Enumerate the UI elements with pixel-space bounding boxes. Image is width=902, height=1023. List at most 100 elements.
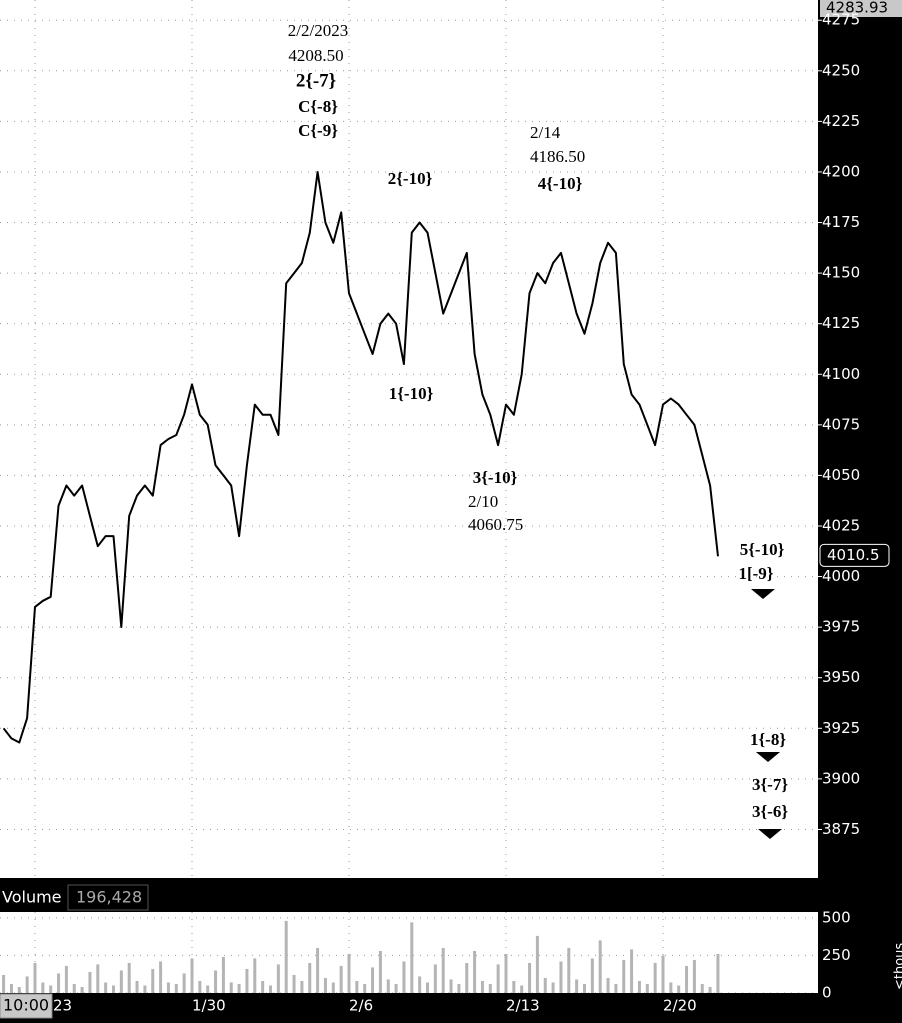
volume-bar — [520, 985, 524, 993]
volume-total: 196,428 — [76, 888, 142, 907]
y-tick-label: 3950 — [822, 668, 860, 686]
volume-bar — [496, 964, 500, 993]
annotation: 1{-8} — [750, 730, 786, 749]
annotation: 4060.75 — [468, 515, 523, 534]
volume-bar — [535, 935, 539, 993]
volume-bar — [606, 977, 610, 993]
volume-bar — [386, 979, 390, 993]
target-marker — [758, 829, 782, 839]
volume-bar — [685, 965, 689, 993]
annotation: 4186.50 — [530, 147, 585, 166]
y-tick-label: 4200 — [822, 162, 860, 180]
volume-bar — [17, 986, 21, 993]
volume-bar — [64, 965, 68, 993]
volume-bar — [159, 961, 163, 993]
y-tick-label: 0 — [822, 984, 832, 1002]
annotation: 1[-9} — [738, 564, 773, 583]
volume-bar — [692, 959, 696, 993]
annotation: 3{-7} — [752, 775, 788, 794]
volume-bar — [80, 986, 84, 993]
volume-bar — [104, 982, 108, 993]
volume-bar — [653, 962, 657, 993]
volume-bar — [143, 985, 147, 993]
annotation: 2/2/2023 — [288, 21, 348, 40]
volume-bar — [418, 976, 422, 993]
volume-bar — [394, 983, 398, 993]
volume-bar — [339, 965, 343, 993]
volume-bar — [708, 986, 712, 993]
volume-bar — [119, 970, 123, 993]
volume-bar — [622, 959, 626, 993]
volume-axis-label: <thous — [893, 943, 902, 990]
volume-bar — [2, 974, 6, 993]
volume-bar — [378, 950, 382, 993]
volume-bar — [551, 982, 555, 993]
volume-bar — [72, 983, 76, 993]
volume-bar — [504, 953, 508, 993]
high-price: 4283.93 — [826, 0, 888, 17]
volume-bar — [284, 920, 288, 993]
volume-bar — [363, 983, 367, 993]
volume-bar — [33, 962, 37, 993]
volume-bar — [276, 964, 280, 993]
volume-bar — [355, 980, 359, 993]
volume-bar — [575, 979, 579, 993]
y-tick-label: 3875 — [822, 820, 860, 838]
price-line — [2, 171, 719, 744]
y-tick-label: 3925 — [822, 719, 860, 737]
volume-bar — [253, 958, 257, 993]
volume-bar — [590, 958, 594, 993]
volume-bar — [465, 962, 469, 993]
volume-bar — [559, 961, 563, 993]
y-tick-label: 4000 — [822, 567, 860, 585]
volume-bar — [292, 974, 296, 993]
volume-bar — [245, 968, 249, 993]
annotation: 4208.50 — [288, 46, 343, 65]
x-tick-label: 1/30 — [192, 997, 226, 1015]
x-tick-label: 2/20 — [663, 997, 697, 1015]
target-marker — [751, 589, 775, 599]
annotation: 5{-10} — [740, 540, 785, 559]
volume-bar — [433, 964, 437, 993]
volume-bar — [269, 985, 272, 993]
volume-title: Volume — [2, 888, 62, 907]
y-tick-label: 250 — [822, 946, 851, 964]
volume-bar — [480, 980, 484, 993]
volume-pane — [0, 912, 818, 993]
volume-bar — [528, 962, 532, 993]
volume-bar — [112, 985, 115, 993]
volume-bar — [669, 982, 673, 993]
y-tick-label: 4275 — [822, 11, 860, 29]
annotation: 2{-10} — [388, 169, 433, 188]
volume-bar — [661, 955, 665, 993]
y-tick-label: 4075 — [822, 415, 860, 433]
volume-total-box — [67, 884, 149, 911]
last-price: 4010.5 — [827, 546, 880, 564]
annotation: C{-8} — [298, 97, 338, 116]
volume-bar — [323, 977, 327, 993]
y-tick-label: 4225 — [822, 112, 860, 130]
volume-bar — [9, 983, 13, 993]
volume-bar — [543, 977, 547, 993]
volume-bar — [637, 980, 641, 993]
volume-bar — [300, 980, 304, 993]
last-price-box — [819, 543, 890, 567]
y-tick-label: 500 — [822, 908, 851, 926]
time-label: 10:00 — [3, 996, 49, 1015]
volume-bar — [151, 968, 155, 993]
volume-bar — [237, 983, 241, 993]
volume-bar — [473, 950, 477, 993]
x-axis-strip — [0, 993, 818, 1023]
y-tick-label: 3975 — [822, 618, 860, 636]
volume-bar — [166, 982, 170, 993]
x-tick-label: 2/6 — [349, 997, 373, 1015]
y-tick-label: 3900 — [822, 769, 860, 787]
volume-bar — [198, 980, 202, 993]
volume-bar — [488, 983, 492, 993]
target-marker — [756, 752, 780, 762]
annotation: 1{-10} — [389, 384, 434, 403]
volume-bar — [583, 983, 586, 993]
annotation: C{-9} — [298, 121, 338, 140]
volume-bar — [331, 982, 335, 993]
